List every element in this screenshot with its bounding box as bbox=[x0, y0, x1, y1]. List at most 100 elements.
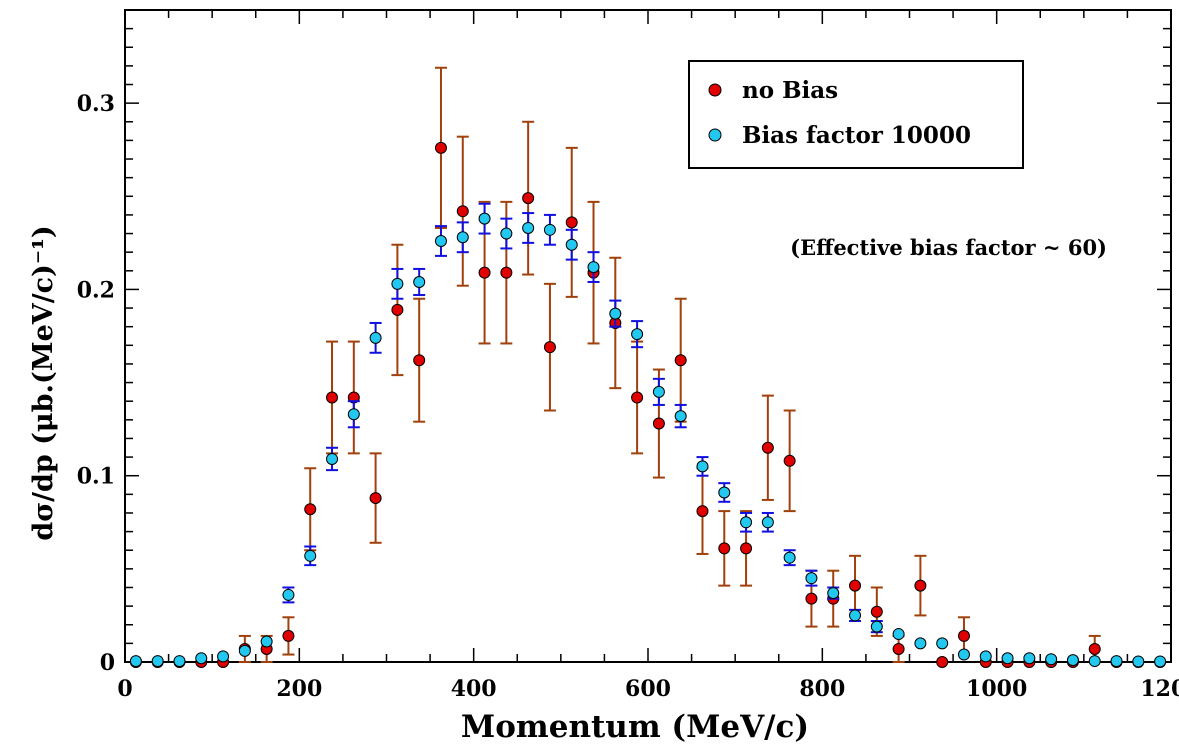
x-axis-title: Momentum (MeV/c) bbox=[461, 709, 809, 745]
data-point bbox=[260, 635, 273, 648]
data-point bbox=[173, 655, 186, 668]
data-point bbox=[1110, 655, 1123, 668]
data-point bbox=[631, 391, 644, 404]
data-point bbox=[151, 655, 164, 668]
data-point bbox=[522, 221, 535, 234]
series-bias-factor bbox=[129, 202, 1167, 668]
data-point bbox=[914, 637, 927, 650]
data-point bbox=[1132, 655, 1145, 668]
x-tick-label: 800 bbox=[799, 676, 845, 702]
data-point bbox=[478, 212, 491, 225]
data-point bbox=[1088, 655, 1101, 668]
x-tick-label: 0 bbox=[117, 676, 132, 702]
data-point bbox=[652, 417, 665, 430]
data-point bbox=[587, 261, 600, 274]
data-point bbox=[282, 588, 295, 601]
data-point bbox=[805, 592, 818, 605]
legend-marker-no-bias bbox=[708, 83, 722, 97]
data-point bbox=[129, 655, 142, 668]
data-point bbox=[696, 505, 709, 518]
data-point bbox=[326, 452, 339, 465]
data-point bbox=[957, 648, 970, 661]
data-point bbox=[914, 579, 927, 592]
data-point bbox=[369, 331, 382, 344]
data-point bbox=[936, 637, 949, 650]
data-point bbox=[456, 205, 469, 218]
data-point bbox=[195, 652, 208, 665]
y-tick-label: 0.1 bbox=[77, 464, 115, 490]
data-point bbox=[282, 629, 295, 642]
data-point bbox=[434, 141, 447, 154]
data-point bbox=[565, 216, 578, 229]
annotation: (Effective bias factor ~ 60) bbox=[790, 235, 1107, 260]
data-point bbox=[543, 223, 556, 236]
data-point bbox=[1088, 642, 1101, 655]
x-tick-label: 400 bbox=[451, 676, 497, 702]
data-point bbox=[783, 551, 796, 564]
data-point bbox=[326, 391, 339, 404]
data-point bbox=[565, 238, 578, 251]
data-point bbox=[849, 579, 862, 592]
data-point bbox=[718, 542, 731, 555]
x-tick-label: 200 bbox=[276, 676, 322, 702]
data-point bbox=[413, 354, 426, 367]
data-point bbox=[696, 460, 709, 473]
data-point bbox=[1001, 652, 1014, 665]
data-point bbox=[369, 492, 382, 505]
data-point bbox=[304, 503, 317, 516]
y-tick-label: 0 bbox=[100, 650, 115, 676]
data-point bbox=[391, 277, 404, 290]
legend: no Bias Bias factor 10000 bbox=[688, 60, 1024, 169]
data-point bbox=[413, 275, 426, 288]
data-point bbox=[892, 642, 905, 655]
data-point bbox=[674, 354, 687, 367]
data-point bbox=[936, 656, 949, 668]
data-point bbox=[827, 587, 840, 600]
data-point bbox=[500, 266, 513, 279]
data-point bbox=[1154, 655, 1167, 668]
data-point bbox=[892, 628, 905, 641]
data-point bbox=[217, 650, 230, 663]
data-point bbox=[1066, 654, 1079, 667]
data-point bbox=[1045, 653, 1058, 666]
legend-label-bias-factor: Bias factor 10000 bbox=[742, 122, 971, 149]
data-point bbox=[870, 620, 883, 633]
y-axis-title: dσ/dp (μb.(MeV/c)⁻¹) bbox=[28, 225, 59, 540]
data-point bbox=[761, 516, 774, 529]
data-point bbox=[434, 234, 447, 247]
data-point bbox=[238, 644, 251, 657]
data-point bbox=[609, 307, 622, 320]
data-point bbox=[718, 486, 731, 499]
data-point bbox=[957, 629, 970, 642]
data-point bbox=[979, 650, 992, 663]
data-points bbox=[129, 66, 1167, 668]
data-point bbox=[500, 227, 513, 240]
data-point bbox=[456, 231, 469, 244]
data-point bbox=[674, 410, 687, 423]
legend-label-no-bias: no Bias bbox=[742, 77, 838, 104]
data-point bbox=[652, 385, 665, 398]
legend-box bbox=[688, 60, 1024, 169]
data-point bbox=[631, 328, 644, 341]
data-point bbox=[783, 454, 796, 467]
data-point bbox=[805, 572, 818, 585]
data-point bbox=[304, 549, 317, 562]
data-point bbox=[849, 609, 862, 622]
x-tick-label: 1000 bbox=[966, 676, 1027, 702]
data-point bbox=[761, 441, 774, 454]
data-point bbox=[740, 516, 753, 529]
data-point bbox=[543, 341, 556, 354]
y-tick-label: 0.2 bbox=[77, 277, 115, 303]
legend-marker-bias-factor bbox=[708, 128, 722, 142]
x-tick-label: 600 bbox=[625, 676, 671, 702]
data-point bbox=[347, 408, 360, 421]
y-tick-label: 0.3 bbox=[77, 91, 115, 117]
data-point bbox=[1023, 652, 1036, 665]
data-point bbox=[478, 266, 491, 279]
data-point bbox=[870, 605, 883, 618]
data-point bbox=[522, 192, 535, 205]
data-point bbox=[740, 542, 753, 555]
